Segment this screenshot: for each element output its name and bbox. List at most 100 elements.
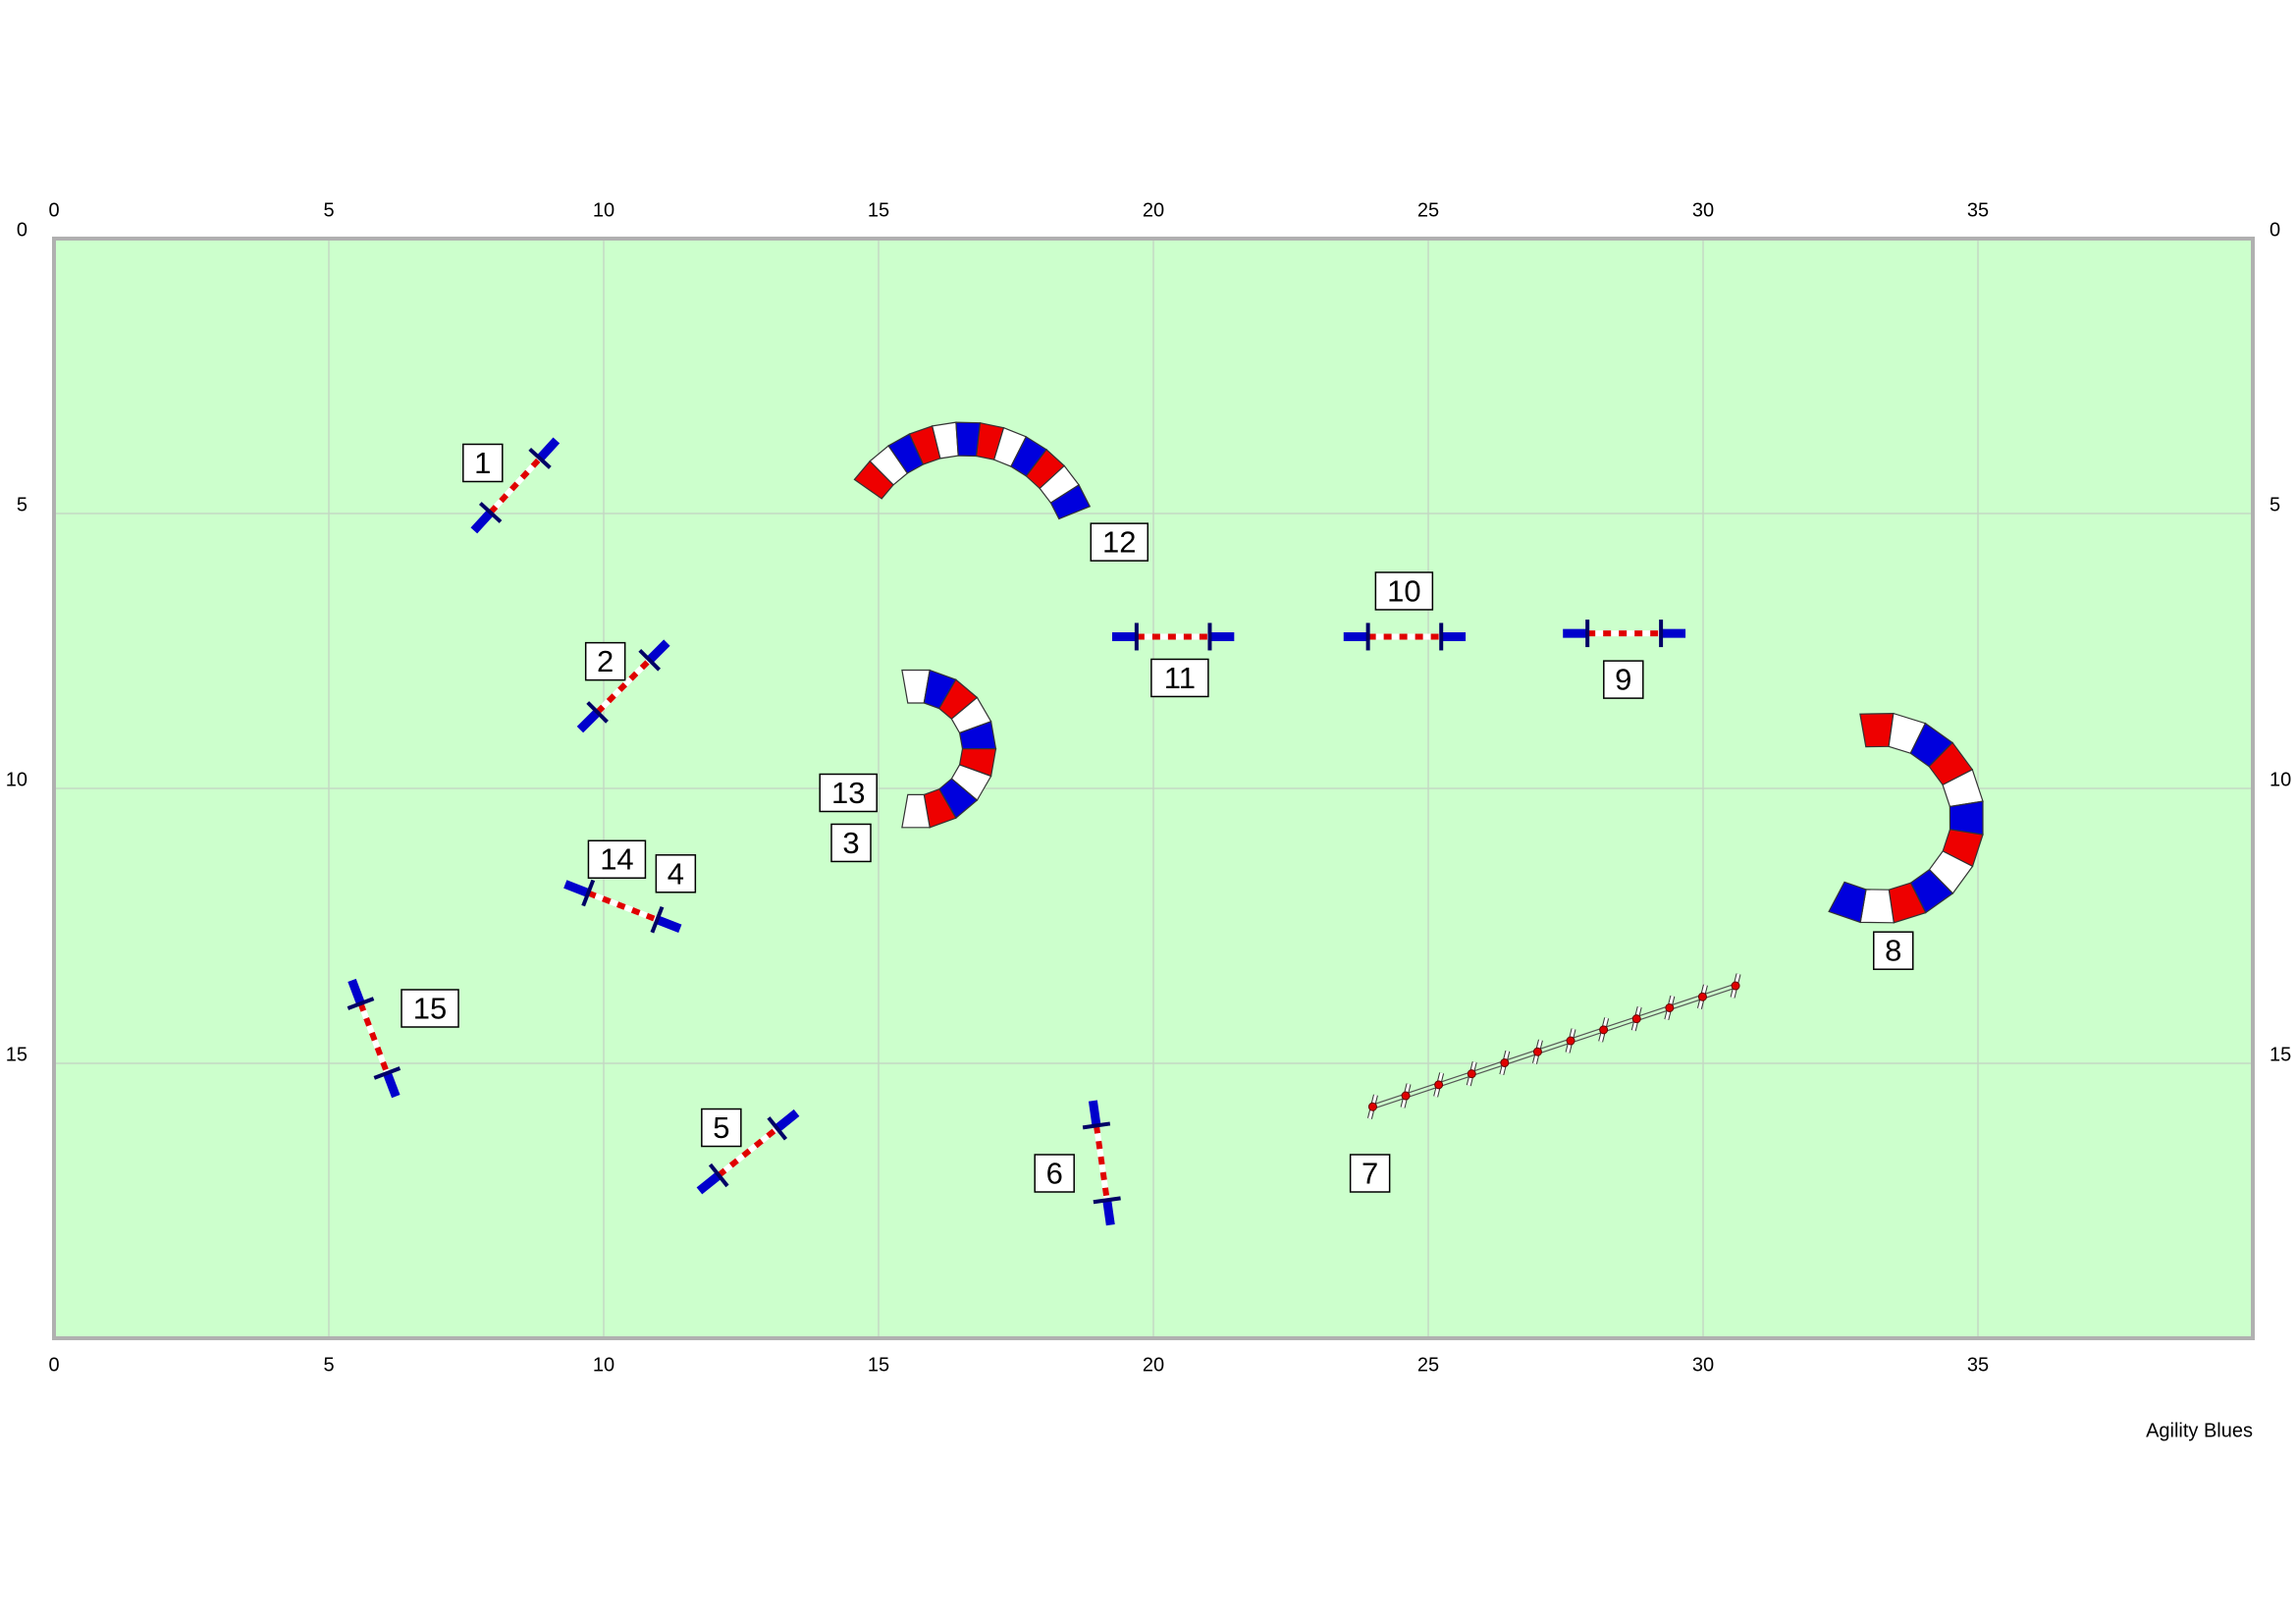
bar-stripes [1094,1124,1110,1201]
x-tick-label: 0 [48,1354,59,1376]
x-tick-label: 15 [868,199,889,221]
wing [696,1171,722,1195]
label-box [1374,571,1434,611]
wing [1102,1199,1115,1226]
y-tick-label: 5 [2269,494,2280,515]
number-label: 1 [462,443,504,483]
label-text: 7 [1362,1157,1378,1191]
wing [1088,1100,1101,1127]
tunnel-segment [1859,712,1895,748]
pole-base [1434,1080,1444,1090]
x-tick-label: 0 [48,199,59,221]
x-tick-label: 10 [593,199,614,221]
number-label: 13 [819,773,878,813]
jump [563,879,682,934]
label-box [701,1108,742,1148]
label-text: 14 [600,842,633,877]
label-text: 11 [1164,661,1196,695]
tunnel-segment [1828,881,1867,924]
jump [1563,620,1686,648]
jump [696,1108,800,1195]
number-label: 3 [830,823,872,863]
pole-base [1467,1069,1476,1079]
label-text: 13 [831,776,865,810]
tunnel [853,421,1092,520]
label-text: 12 [1102,525,1136,560]
label-text: 9 [1615,663,1631,697]
number-label: 9 [1603,660,1644,699]
pole-base [1665,1002,1675,1012]
y-tick-label: 0 [2269,219,2280,241]
number-label: 7 [1349,1154,1391,1193]
x-tick-label: 10 [593,1354,614,1376]
jump [576,639,670,733]
jump [1082,1100,1121,1226]
x-tick-label: 35 [1967,1354,1989,1376]
x-tick-label: 20 [1143,1354,1164,1376]
label-box [584,641,626,681]
wing [563,880,590,897]
stanchion [1082,1121,1111,1130]
stanchion [581,879,596,907]
label-text: 4 [667,856,684,891]
y-tick-label: 15 [6,1044,27,1065]
number-label: 8 [1873,931,1914,970]
jump [470,437,561,534]
x-tick-label: 25 [1417,1354,1439,1376]
pole-base [1697,992,1707,1001]
tunnel-segment [1049,484,1092,520]
label-text: 10 [1387,573,1420,608]
number-label: 15 [400,989,459,1028]
label-text: 3 [842,826,859,860]
jump [1343,622,1467,651]
stanchion [347,997,375,1010]
stanchion [708,1162,729,1188]
pole-base [1367,1102,1377,1111]
x-tick-label: 25 [1417,199,1439,221]
pole-base [1599,1025,1609,1035]
label-box [1090,522,1149,562]
wing [655,915,682,933]
x-tick-label: 30 [1692,199,1714,221]
jump [1112,622,1235,651]
label-box [462,443,504,483]
stanchion [638,648,662,672]
label-box [1603,660,1644,699]
wing [536,437,561,461]
label-box [655,854,697,893]
pole-base [1500,1057,1510,1067]
wing [774,1108,800,1132]
wing [383,1071,400,1099]
number-label: 10 [1374,571,1434,611]
stanchion [586,701,609,724]
label-box [400,989,459,1028]
pole-base [1731,981,1740,991]
tunnel [1828,712,1984,924]
number-label: 6 [1034,1154,1075,1193]
jump [347,978,401,1099]
label-box [1873,931,1914,970]
x-tick-label: 5 [323,1354,334,1376]
pole-base [1401,1091,1411,1101]
label-text: 1 [474,446,491,480]
pole-base [1566,1036,1575,1046]
y-tick-label: 0 [17,219,27,241]
x-tick-label: 20 [1143,199,1164,221]
stanchion [478,502,503,523]
pole-base [1532,1047,1542,1056]
y-tick-label: 15 [2269,1044,2291,1065]
number-label: 11 [1150,658,1209,698]
pole-base [1631,1014,1641,1024]
label-text: 8 [1885,934,1901,968]
label-box [1034,1154,1075,1193]
field-border [52,237,2255,1340]
footer: Agility Blues [2146,1420,2253,1441]
weave-base [1372,987,1736,1109]
y-tick-label: 10 [6,769,27,790]
bar-stripes [595,658,652,715]
x-tick-label: 30 [1692,1354,1714,1376]
weave-poles [1367,973,1741,1119]
